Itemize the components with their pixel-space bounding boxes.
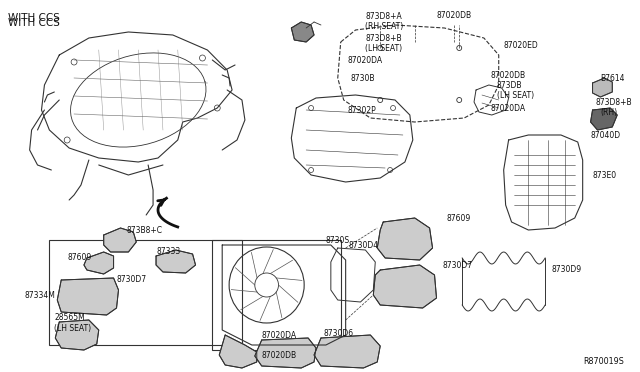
Text: 8730B: 8730B — [351, 74, 375, 83]
Bar — [212, 240, 340, 350]
Text: (LH SEAT): (LH SEAT) — [54, 324, 92, 333]
Text: 87302P: 87302P — [348, 106, 376, 115]
Polygon shape — [156, 250, 196, 273]
Polygon shape — [591, 108, 617, 130]
Text: 87020DB: 87020DB — [262, 350, 297, 359]
Text: 873E0: 873E0 — [593, 170, 617, 180]
Text: 87020DA: 87020DA — [491, 103, 526, 112]
Polygon shape — [593, 78, 612, 97]
Text: 87020DB: 87020DB — [436, 10, 472, 19]
Text: 8730D7: 8730D7 — [116, 276, 147, 285]
Polygon shape — [255, 338, 316, 368]
Text: 87020DA: 87020DA — [262, 330, 297, 340]
Text: 87020DB: 87020DB — [491, 71, 526, 80]
Text: 8730D9: 8730D9 — [551, 266, 581, 275]
Text: 873B8+C: 873B8+C — [127, 225, 163, 234]
Text: B7614: B7614 — [600, 74, 625, 83]
Text: (LH SEAT): (LH SEAT) — [497, 90, 534, 99]
Polygon shape — [55, 320, 99, 350]
Text: 8730D6: 8730D6 — [324, 328, 354, 337]
Text: WITH CCS: WITH CCS — [8, 13, 60, 23]
Polygon shape — [377, 218, 433, 260]
Text: 873D8+B: 873D8+B — [365, 33, 402, 42]
Text: R870019S: R870019S — [583, 357, 624, 366]
Text: 8730D7: 8730D7 — [442, 260, 472, 269]
Text: 87333: 87333 — [156, 247, 180, 257]
Text: WITH CCS: WITH CCS — [8, 18, 60, 28]
Polygon shape — [84, 252, 113, 274]
Text: 87334M: 87334M — [25, 291, 56, 299]
Polygon shape — [373, 265, 436, 308]
Polygon shape — [220, 335, 257, 368]
Bar — [49, 240, 242, 345]
Polygon shape — [57, 278, 118, 315]
Text: 87020DA: 87020DA — [348, 55, 383, 64]
Text: 8730S: 8730S — [326, 235, 350, 244]
Text: 28565M: 28565M — [54, 314, 85, 323]
Text: (LH SEAT): (LH SEAT) — [365, 44, 403, 52]
Text: 873D8+B: 873D8+B — [595, 97, 632, 106]
Text: (RH SEAT): (RH SEAT) — [365, 22, 404, 31]
Polygon shape — [104, 228, 136, 252]
Text: 873DB: 873DB — [497, 80, 522, 90]
Text: 8730D4: 8730D4 — [349, 241, 379, 250]
Text: 873D8+A: 873D8+A — [365, 12, 402, 20]
Polygon shape — [291, 22, 314, 42]
Polygon shape — [314, 335, 380, 368]
Text: 87609: 87609 — [67, 253, 92, 263]
Text: 87609: 87609 — [446, 214, 470, 222]
Text: 87020ED: 87020ED — [504, 41, 538, 49]
Text: (RH): (RH) — [600, 108, 618, 116]
Text: 87040D: 87040D — [591, 131, 621, 140]
